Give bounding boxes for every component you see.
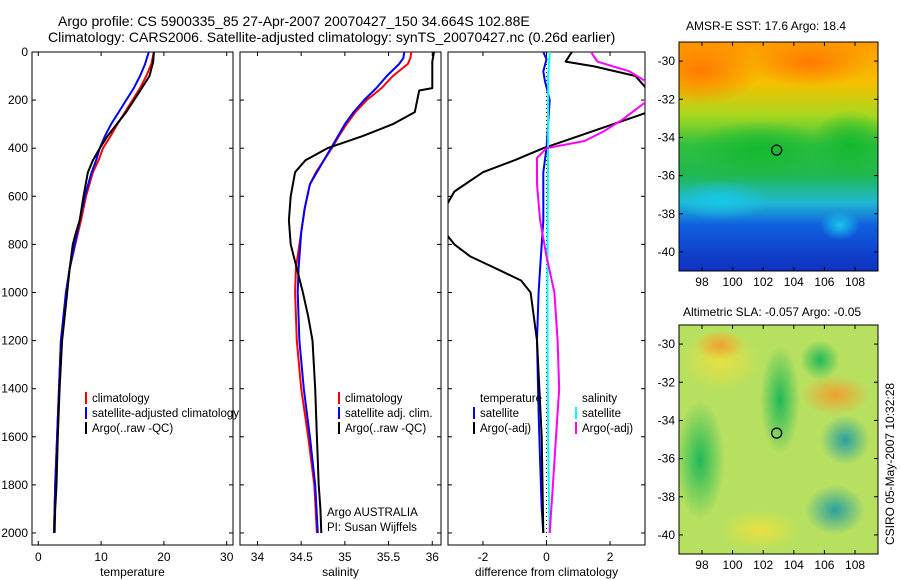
sla-map-axes: 98 100 102 104 106 108 -30 -32 -34 -36 -38 -40 xyxy=(658,325,878,572)
x-tick-label: 34.5 xyxy=(289,550,313,564)
map-y-tick-label: -38 xyxy=(658,490,676,504)
map-y-tick-label: -34 xyxy=(658,413,676,427)
series-line-satellite-adj-clim- xyxy=(296,51,406,534)
map-y-tick-label: -32 xyxy=(658,92,676,106)
legend-sal-satellite: satellite xyxy=(582,408,621,420)
map-y-tick-label: -36 xyxy=(658,452,676,466)
map-x-tick-label: 104 xyxy=(784,275,804,289)
legend-temp-argo: Argo(-adj) xyxy=(480,423,531,435)
x-tick-label: 2 xyxy=(607,550,614,564)
sla-map-image xyxy=(679,325,878,554)
map-y-tick-label: -36 xyxy=(658,169,676,183)
figure-title-line2: Climatology: CARS2006. Satellite-adjuste… xyxy=(48,29,615,45)
map-x-tick-label: 106 xyxy=(814,275,834,289)
x-axis-label: salinity xyxy=(322,565,359,579)
legend-climatology: climatology xyxy=(345,393,403,405)
x-tick-label: 20 xyxy=(157,550,171,564)
series-line-argo-raw-qc- xyxy=(53,51,155,534)
legend-argo: Argo(..raw -QC) xyxy=(92,423,173,435)
x-tick-label: 36 xyxy=(426,550,440,564)
map-y-tick-label: -30 xyxy=(658,337,676,351)
map-x-tick-label: 98 xyxy=(695,558,709,572)
y-tick-label: 600 xyxy=(8,189,28,203)
x-tick-label: 0 xyxy=(35,550,42,564)
salinity-legend: climatology satellite adj. clim. Argo(..… xyxy=(327,392,433,534)
map-x-tick-label: 108 xyxy=(845,275,865,289)
sst-map-image xyxy=(679,42,878,271)
y-tick-label: 1400 xyxy=(1,382,28,396)
y-tick-label: 400 xyxy=(8,141,28,155)
side-timestamp-label: CSIRO 05-May-2007 10:32:28 xyxy=(883,383,897,545)
annotation-argo-australia: Argo AUSTRALIA xyxy=(327,507,418,519)
legend-sal-argo: Argo(-adj) xyxy=(582,423,633,435)
y-tick-label: 1600 xyxy=(1,430,28,444)
legend-satellite-adjusted: satellite-adjusted climatology xyxy=(92,408,239,420)
x-tick-label: 34 xyxy=(251,550,265,564)
x-tick-label: -2 xyxy=(478,550,489,564)
y-tick-label: 200 xyxy=(8,93,28,107)
legend-climatology: climatology xyxy=(92,393,150,405)
y-tick-label: 2000 xyxy=(1,526,28,540)
series-line-salinity-argo-adj- xyxy=(536,52,645,534)
series-line-temperature-satellite xyxy=(536,52,551,534)
argo-position-marker xyxy=(771,144,783,156)
series-line-temperature-argo-adj- xyxy=(448,52,645,534)
annotation-pi: PI: Susan Wijffels xyxy=(327,522,417,534)
x-tick-label: 35.5 xyxy=(377,550,401,564)
legend-satellite-adj: satellite adj. clim. xyxy=(345,408,433,420)
map-y-tick-label: -40 xyxy=(658,528,676,542)
x-tick-label: 35 xyxy=(338,550,352,564)
sst-map-axes: 98 100 102 104 106 108 -30 -32 -34 -36 -38 -40 xyxy=(658,42,878,289)
y-tick-label: 1200 xyxy=(1,334,28,348)
x-tick-label: 0 xyxy=(543,550,550,564)
temperature-profile-plot: 0 200 400 600 800 1000 1200 1400 1600 1800 2000 0 10… xyxy=(1,45,233,579)
plot-frame xyxy=(31,51,234,546)
y-tick-label: 1800 xyxy=(1,478,28,492)
y-tick-label: 1000 xyxy=(1,285,28,299)
x-tick-label: 10 xyxy=(94,550,108,564)
legend-argo: Argo(..raw -QC) xyxy=(345,423,426,435)
argo-position-marker xyxy=(771,427,783,439)
map-x-tick-label: 104 xyxy=(784,558,804,572)
map-y-tick-label: -34 xyxy=(658,130,676,144)
map-x-tick-label: 108 xyxy=(845,558,865,572)
x-tick-label: 30 xyxy=(220,550,234,564)
map-y-tick-label: -38 xyxy=(658,207,676,221)
sst-map-title: AMSR-E SST: 17.6 Argo: 18.4 xyxy=(686,19,846,33)
series-line-salinity-satellite xyxy=(546,52,551,534)
difference-legend: temperature salinity satellite Argo(-adj… xyxy=(473,393,633,435)
map-x-tick-label: 102 xyxy=(753,275,773,289)
map-x-tick-label: 100 xyxy=(723,558,743,572)
x-axis-label: temperature xyxy=(100,565,165,579)
temperature-legend: climatology satellite-adjusted climatolo… xyxy=(85,392,239,435)
map-x-tick-label: 100 xyxy=(723,275,743,289)
sla-map-title: Altimetric SLA: -0.057 Argo: -0.05 xyxy=(683,305,861,319)
map-x-tick-label: 98 xyxy=(695,275,709,289)
legend-temp-satellite: satellite xyxy=(480,408,519,420)
figure-title-line1: Argo profile: CS 5900335_85 27-Apr-2007 … xyxy=(58,13,530,29)
map-y-tick-label: -40 xyxy=(658,245,676,259)
legend-salinity-header: salinity xyxy=(582,393,617,405)
legend-temperature-header: temperature xyxy=(480,393,542,405)
map-x-tick-label: 106 xyxy=(814,558,834,572)
map-y-tick-label: -32 xyxy=(658,375,676,389)
map-x-tick-label: 102 xyxy=(753,558,773,572)
series-line-argo-raw-qc- xyxy=(287,51,435,534)
y-tick-label: 0 xyxy=(21,45,28,59)
salinity-profile-plot: 34 34.5 35 35.5 36 salinity xyxy=(239,51,442,579)
plot-frame xyxy=(239,51,442,546)
y-tick-label: 800 xyxy=(8,237,28,251)
x-axis-label: difference from climatology xyxy=(475,565,618,579)
map-y-tick-label: -30 xyxy=(658,54,676,68)
